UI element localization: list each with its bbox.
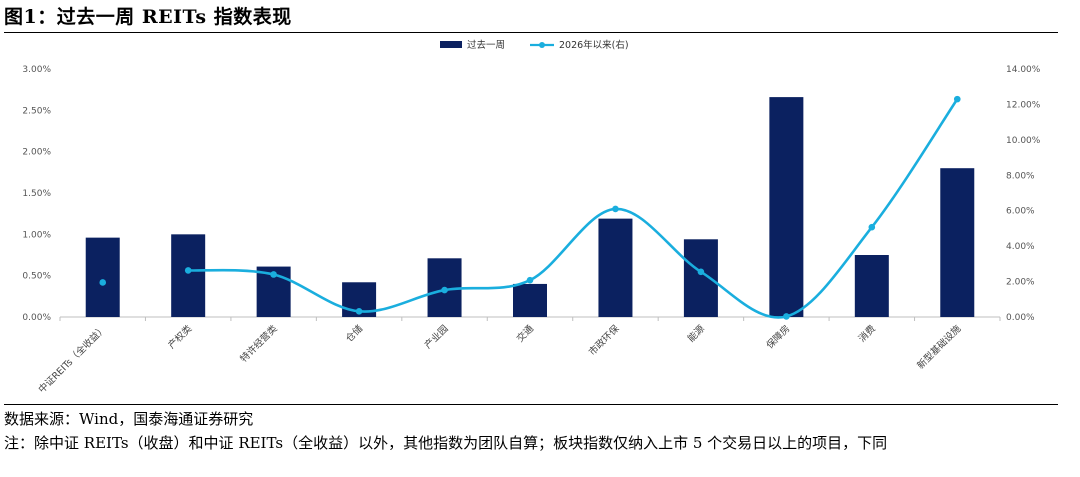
right-y-tick-label: 8.00% [1006, 171, 1035, 181]
left-y-tick-label: 0.00% [22, 313, 51, 323]
left-y-tick-label: 3.00% [22, 65, 51, 75]
line-point [526, 276, 534, 284]
line-point [612, 205, 619, 213]
line-point [99, 279, 107, 286]
left-y-tick-label: 1.50% [22, 189, 51, 199]
category-label: 产权类 [166, 322, 195, 351]
bar [513, 283, 547, 317]
bar [854, 255, 889, 317]
legend-line-marker [539, 42, 545, 48]
line-series [99, 95, 961, 320]
line-point [783, 313, 790, 320]
line-point [953, 95, 961, 103]
legend-line-label: 2026年以来(右) [559, 39, 629, 51]
bar [683, 239, 718, 317]
legend-bar-swatch [440, 41, 462, 48]
category-label: 市政环保 [586, 322, 622, 358]
right-y-tick-label: 2.00% [1006, 278, 1035, 288]
category-label: 仓储 [343, 322, 365, 344]
category-labels: 中证REITs（全收益） 产权类 特许经营类 仓储 产业园 交通 市政环保 能源 保障房 消费 新型… [36, 322, 964, 395]
chart-legend: 过去一周 2026年以来(右) [440, 39, 629, 51]
bar-series [85, 97, 975, 318]
left-y-tick-label: 1.00% [22, 230, 51, 240]
category-label: 产业园 [422, 323, 451, 352]
category-label: 能源 [685, 322, 707, 344]
source-text: 数据来源：Wind，国泰海通证券研究 [4, 410, 254, 428]
bar [598, 218, 633, 317]
source-rule [4, 404, 1058, 405]
right-y-tick-label: 6.00% [1006, 207, 1035, 217]
right-y-tick-label: 10.00% [1006, 136, 1041, 146]
figure-title: 图1：过去一周 REITs 指数表现 [4, 6, 292, 28]
line-series-path [188, 98, 959, 319]
left-y-tick-label: 2.50% [22, 106, 51, 116]
category-label: 特许经营类 [238, 322, 280, 364]
legend-bar-label: 过去一周 [467, 39, 505, 51]
right-y-tick-label: 14.00% [1006, 65, 1041, 75]
line-point [184, 267, 192, 274]
bar [171, 234, 206, 317]
category-label: 消费 [856, 323, 878, 345]
category-label: 新型基础设施 [915, 322, 964, 371]
chart-axes: 0.00% 0.50% 1.00% 1.50% 2.00% 2.50% 3.00% 0.00%… [22, 65, 1040, 323]
right-y-tick-label: 0.00% [1006, 313, 1035, 323]
bar [769, 97, 804, 318]
category-label: 交通 [514, 322, 536, 344]
line-point [441, 286, 448, 294]
title-rule [4, 32, 1058, 33]
note-text: 注：除中证 REITs（收盘）和中证 REITs（全收益）以外，其他指数为团队自… [4, 434, 888, 452]
right-y-tick-label: 4.00% [1006, 242, 1035, 252]
line-point [868, 223, 876, 231]
right-y-tick-label: 12.00% [1006, 100, 1041, 110]
bar [940, 168, 975, 317]
line-point [697, 268, 705, 276]
line-point [355, 308, 363, 315]
left-y-tick-label: 2.00% [22, 148, 51, 158]
chart-area: 过去一周 2026年以来(右) 0.00% 0.50% 1.00% 1.50% 2.00%… [22, 39, 1040, 396]
category-label: 中证REITs（全收益） [36, 323, 109, 396]
left-y-tick-label: 0.50% [22, 272, 51, 282]
category-label: 保障房 [764, 323, 793, 352]
bar [85, 237, 120, 317]
line-point [270, 271, 277, 278]
